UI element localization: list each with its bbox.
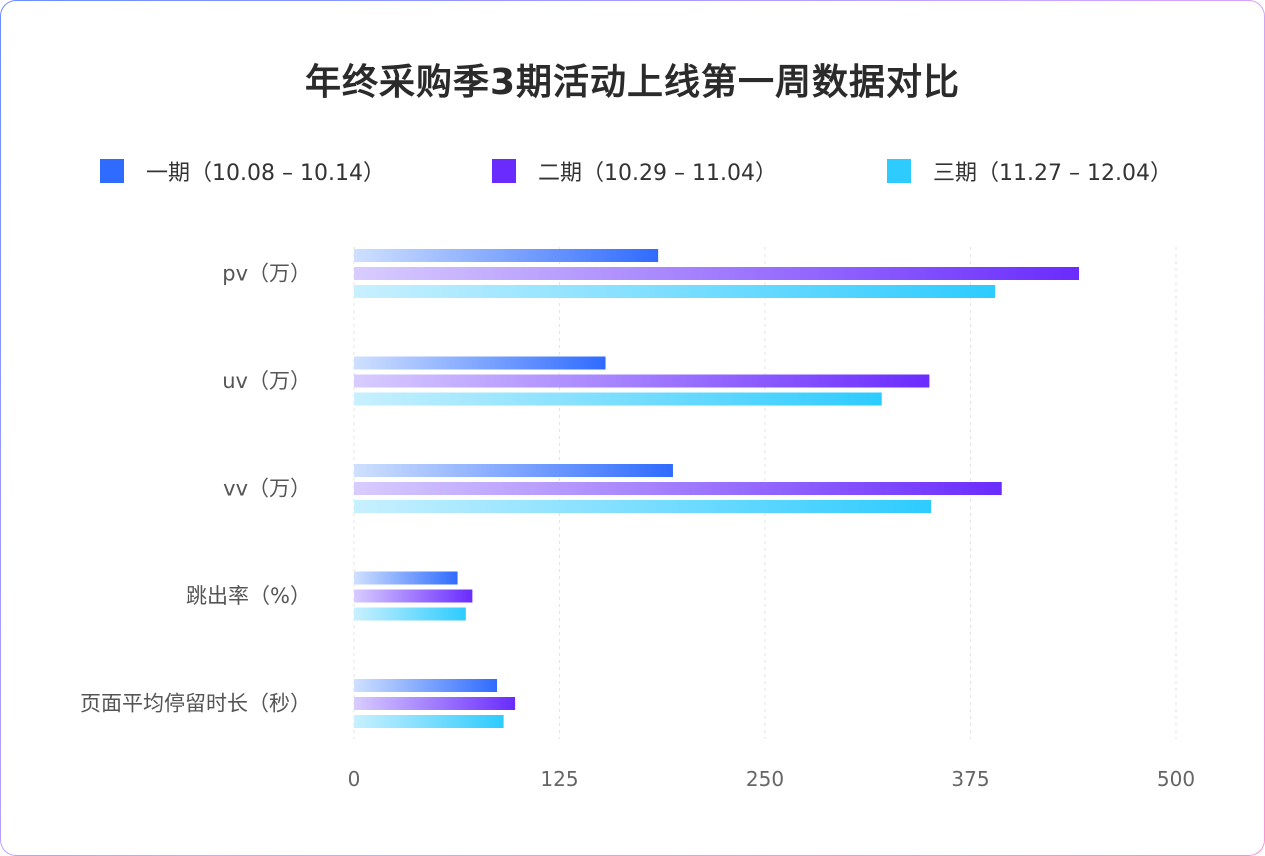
legend-label-series-2: 二期（10.29 – 11.04） [538,161,777,186]
legend-swatch-series-1 [100,159,124,183]
category-label-2: uv（万） [222,369,311,393]
legend-label-series-3: 三期（11.27 – 12.04） [933,161,1172,186]
bar-cat4-series1[interactable] [354,571,458,585]
bars [354,249,1080,728]
legend-item-series-1[interactable]: 一期（10.08 – 10.14） [100,157,385,186]
chart-title: 年终采购季3期活动上线第一周数据对比 [304,62,961,103]
bar-cat5-series3[interactable] [354,715,504,728]
legend-swatch-series-3 [887,159,911,183]
bar-cat3-series3[interactable] [354,500,932,513]
bar-cat5-series2[interactable] [354,697,516,710]
bar-cat4-series3[interactable] [354,607,466,621]
category-label-1: pv（万） [222,262,311,286]
bar-cat5-series1[interactable] [354,679,498,692]
bar-cat2-series1[interactable] [354,356,606,370]
bar-cat3-series2[interactable] [354,482,1002,495]
category-labels: pv（万） uv（万） vv（万） 跳出率（%） 页面平均停留时长（秒） [80,262,311,716]
legend-swatch-series-2 [492,159,516,183]
x-tick-label-375: 375 [951,767,989,791]
bar-cat1-series1[interactable] [354,249,659,262]
bar-cat2-series2[interactable] [354,374,930,388]
bar-cat3-series1[interactable] [354,464,673,477]
legend-item-series-3[interactable]: 三期（11.27 – 12.04） [887,157,1172,186]
x-tick-label-250: 250 [746,767,784,791]
category-label-5: 页面平均停留时长（秒） [80,692,311,716]
legend-item-series-2[interactable]: 二期（10.29 – 11.04） [492,157,777,186]
bar-cat1-series2[interactable] [354,267,1080,280]
x-tick-label-500: 500 [1157,767,1195,791]
legend: 一期（10.08 – 10.14） 二期（10.29 – 11.04） 三期（1… [1,1,1264,201]
bar-cat1-series3[interactable] [354,285,996,298]
x-tick-label-125: 125 [540,767,578,791]
bar-cat4-series2[interactable] [354,589,473,603]
category-label-4: 跳出率（%） [186,584,311,608]
category-label-3: vv（万） [223,477,311,501]
x-tick-label-0: 0 [348,767,361,791]
legend-label-series-1: 一期（10.08 – 10.14） [146,161,385,186]
x-axis-ticks: 0 125 250 375 500 [348,767,1195,791]
bar-cat2-series3[interactable] [354,392,882,406]
